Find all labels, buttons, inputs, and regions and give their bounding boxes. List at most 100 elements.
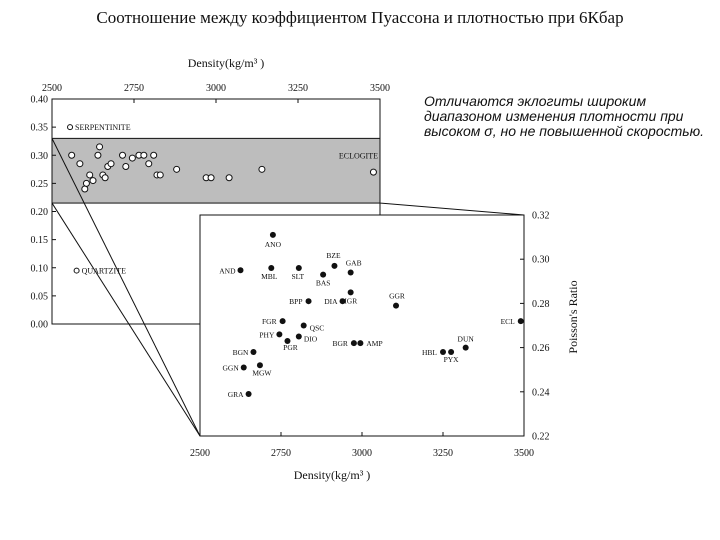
- connector-line-left-top: [51, 138, 201, 437]
- top-data-point: [145, 160, 153, 168]
- top-ref-point-label: SERPENTINITE: [75, 123, 131, 132]
- main-y-tick-label: 0.26: [532, 343, 550, 354]
- main-y-tick-label: 0.32: [532, 211, 550, 222]
- top-data-point: [89, 177, 97, 185]
- annotation-text: Отличаются эклогиты широким диапазоном и…: [424, 93, 705, 139]
- main-data-point: [462, 344, 469, 351]
- main-data-point-label: PYX: [444, 355, 460, 364]
- slide-title: Соотношение между коэффициентом Пуассона…: [96, 8, 624, 27]
- top-ref-point: [73, 267, 80, 274]
- main-data-point-label: AMP: [366, 339, 382, 348]
- top-y-tick-label: 0.00: [31, 320, 49, 331]
- main-x-tick-label: 3500: [514, 448, 534, 459]
- main-plot-frame: [199, 214, 525, 437]
- main-data-point: [269, 231, 276, 238]
- top-data-point: [96, 143, 104, 151]
- top-y-tick-label: 0.10: [31, 263, 49, 274]
- top-data-point: [258, 165, 266, 173]
- top-x-tick-label: 2500: [42, 83, 62, 94]
- top-y-tick-label: 0.35: [31, 123, 49, 134]
- main-data-point-label: QSC: [310, 324, 325, 333]
- main-data-point-label: BPP: [289, 297, 302, 306]
- top-y-tick-label: 0.15: [31, 235, 49, 246]
- main-data-point-label: GGN: [222, 363, 239, 372]
- top-data-point: [122, 163, 130, 170]
- top-data-point: [140, 151, 148, 159]
- main-data-point: [250, 349, 257, 356]
- main-data-point: [320, 271, 327, 278]
- top-data-point: [369, 168, 377, 176]
- main-data-point: [256, 362, 263, 369]
- top-y-tick-label: 0.20: [31, 207, 49, 218]
- main-data-point-label: AND: [219, 266, 236, 275]
- top-y-tick-label: 0.40: [31, 95, 49, 106]
- main-data-point: [393, 302, 400, 309]
- top-data-point: [76, 160, 84, 168]
- top-data-point: [101, 174, 109, 182]
- main-data-point: [295, 265, 302, 272]
- top-data-point: [86, 171, 94, 179]
- main-data-point-label: ANO: [265, 240, 282, 249]
- main-data-point-label: GAB: [346, 258, 362, 267]
- top-data-point: [225, 174, 233, 182]
- main-data-point-label: GGR: [389, 292, 405, 301]
- top-ref-point-label: QUARTZITE: [82, 267, 127, 276]
- top-x-axis-title: Density(kg/m³ ): [188, 56, 265, 70]
- main-y-tick-label: 0.22: [532, 432, 550, 443]
- main-data-point-label: PHY: [259, 330, 275, 339]
- top-data-point: [94, 151, 102, 159]
- main-data-point-label: BGN: [233, 348, 249, 357]
- main-data-point: [279, 318, 286, 325]
- connector-line-left-bottom: [51, 202, 201, 437]
- main-y-tick-label: 0.24: [532, 387, 550, 398]
- main-y-tick-label: 0.30: [532, 255, 550, 266]
- main-data-point: [350, 340, 357, 347]
- main-data-point: [339, 298, 346, 305]
- main-data-point-label: BGR: [332, 339, 347, 348]
- top-data-point: [207, 174, 215, 182]
- top-data-point: [119, 151, 127, 159]
- top-x-tick-label: 3250: [288, 83, 308, 94]
- main-x-tick-label: 3250: [433, 448, 453, 459]
- top-y-tick-label: 0.30: [31, 151, 49, 162]
- top-y-tick-label: 0.05: [31, 291, 49, 302]
- top-data-point: [107, 160, 115, 168]
- main-x-tick-label: 2750: [271, 448, 291, 459]
- main-data-point-label: DUN: [458, 335, 475, 344]
- main-data-point-label: FGR: [262, 317, 277, 326]
- main-data-point-label: MGR: [340, 296, 357, 305]
- main-data-point-label: GRA: [228, 390, 244, 399]
- top-data-point: [173, 165, 181, 173]
- main-data-point: [240, 364, 247, 371]
- main-data-point-label: BAS: [316, 279, 331, 288]
- main-data-point-label: ECL: [501, 317, 516, 326]
- main-x-tick-label: 3000: [352, 448, 372, 459]
- main-data-point: [305, 298, 312, 305]
- top-y-tick-label: 0.25: [31, 179, 49, 190]
- eclogite-band-label: ECLOGITE: [339, 151, 378, 160]
- main-data-point: [268, 265, 275, 272]
- main-x-axis-title: Density(kg/m³ ): [294, 468, 371, 482]
- top-data-point: [150, 151, 158, 159]
- top-data-point: [128, 154, 136, 162]
- main-data-point-label: PGR: [283, 343, 298, 352]
- main-data-point-label: MBL: [261, 272, 278, 281]
- top-data-point: [81, 185, 89, 193]
- main-data-point-label: MGW: [252, 368, 272, 377]
- top-x-tick-label: 3500: [370, 83, 390, 94]
- main-data-point: [237, 267, 244, 274]
- main-data-point: [517, 318, 524, 325]
- main-y-tick-label: 0.28: [532, 299, 550, 310]
- main-data-point: [448, 349, 455, 356]
- main-data-point: [300, 322, 307, 329]
- top-data-point: [68, 151, 76, 159]
- top-ref-point: [67, 124, 74, 131]
- main-data-point-label: BZE: [326, 251, 341, 260]
- main-data-point: [331, 262, 338, 269]
- main-data-point-label: DIA: [324, 297, 338, 306]
- main-data-point: [347, 289, 354, 296]
- main-data-point: [276, 331, 283, 338]
- top-x-tick-label: 2750: [124, 83, 144, 94]
- main-data-point-label: HBL: [422, 348, 437, 357]
